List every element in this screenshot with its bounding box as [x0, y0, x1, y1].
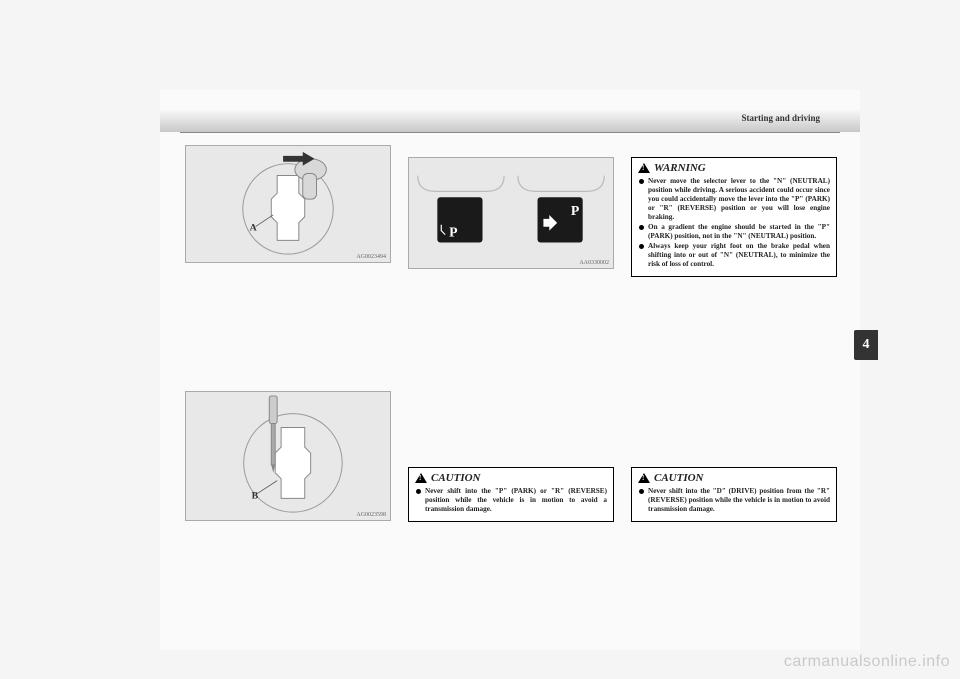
column-3: WARNING Never move the selector lever to…: [631, 145, 837, 277]
warning-triangle-icon: [638, 473, 650, 483]
caution-box-col2: CAUTION Never shift into the "P" (PARK) …: [408, 467, 614, 522]
left-p-text: P: [449, 225, 458, 240]
caution-title-row: CAUTION: [415, 472, 607, 484]
warning-box: WARNING Never move the selector lever to…: [631, 157, 837, 277]
warning-title-row: WARNING: [638, 162, 830, 174]
figure-shifter-bottom: B AG0023598: [185, 391, 391, 521]
label-b-text: B: [252, 490, 259, 501]
caution-list-col3: Never shift into the "D" (DRIVE) positio…: [638, 487, 830, 514]
caution-title-row: CAUTION: [638, 472, 830, 484]
warning-item: On a gradient the engine should be start…: [638, 223, 830, 241]
shifter-top-illustration: A: [186, 146, 390, 262]
caution-list-col2: Never shift into the "P" (PARK) or "R" (…: [415, 487, 607, 514]
caution-box-col3: CAUTION Never shift into the "D" (DRIVE)…: [631, 467, 837, 522]
warning-item: Never move the selector lever to the "N"…: [638, 177, 830, 222]
figure-code: AG0023494: [356, 254, 386, 260]
manual-page: Starting and driving 4 A AG0023494: [160, 90, 860, 650]
figure-shifter-top: A AG0023494: [185, 145, 391, 263]
shifter-bottom-illustration: B: [186, 392, 390, 520]
column-2: P P AA0330002 CAUTION Never shift into t…: [408, 145, 614, 269]
warning-triangle-icon: [415, 473, 427, 483]
warning-triangle-icon: [638, 163, 650, 173]
caution-item: Never shift into the "P" (PARK) or "R" (…: [415, 487, 607, 514]
header-rule: [180, 132, 840, 133]
right-p-text: P: [571, 203, 580, 218]
indicator-illustration: P P: [409, 158, 613, 268]
column-1: A AG0023494 B AG0023598: [185, 145, 391, 521]
caution-item: Never shift into the "D" (DRIVE) positio…: [638, 487, 830, 514]
header-band: Starting and driving: [160, 110, 860, 132]
caution-title: CAUTION: [431, 472, 481, 484]
figure-code: AG0023598: [356, 512, 386, 518]
section-title: Starting and driving: [741, 113, 820, 123]
chapter-tab: 4: [854, 330, 878, 360]
caution-title: CAUTION: [654, 472, 704, 484]
warning-title: WARNING: [654, 162, 706, 174]
spacer: [185, 263, 391, 391]
label-a-text: A: [250, 223, 258, 234]
warning-list: Never move the selector lever to the "N"…: [638, 177, 830, 269]
warning-item: Always keep your right foot on the brake…: [638, 242, 830, 269]
watermark: carmanualsonline.info: [784, 653, 950, 671]
chapter-number: 4: [863, 337, 870, 353]
figure-code: AA0330002: [579, 260, 609, 266]
figure-indicator: P P AA0330002: [408, 157, 614, 269]
